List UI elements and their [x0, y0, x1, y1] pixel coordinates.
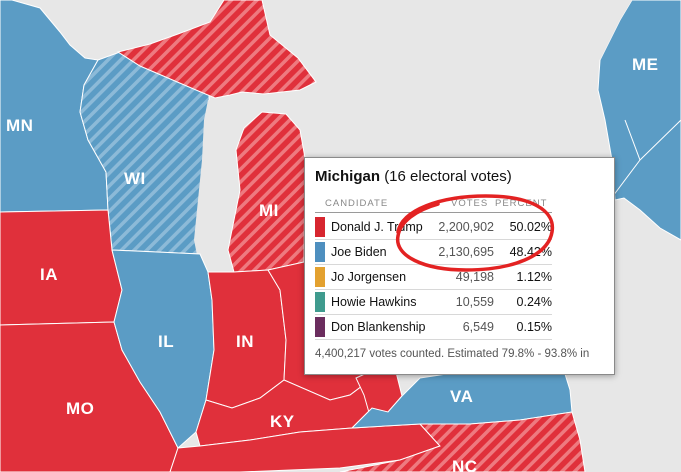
label-wi: WI	[124, 169, 146, 188]
label-mo: MO	[66, 399, 94, 418]
label-mn: MN	[6, 116, 33, 135]
label-ky: KY	[270, 412, 295, 431]
candidate-swatch	[315, 317, 325, 337]
table-row: Jo Jorgensen 49,198 1.12%	[315, 265, 552, 290]
candidate-percent: 0.15%	[516, 320, 552, 334]
candidate-name: Howie Hawkins	[331, 295, 417, 309]
candidate-percent: 50.02%	[509, 220, 552, 234]
results-table-header: CANDIDATE VOTES PERCENT	[315, 198, 552, 213]
candidate-votes: 10,559	[455, 295, 494, 309]
votes-counted-status: 4,400,217 votes counted. Estimated 79.8%…	[315, 348, 590, 360]
label-me: ME	[632, 55, 659, 74]
header-candidate: CANDIDATE	[325, 198, 389, 209]
candidate-name: Joe Biden	[331, 245, 387, 259]
state-mi-up[interactable]	[116, 0, 317, 99]
candidate-name: Donald J. Trump	[331, 220, 423, 234]
state-ia[interactable]	[0, 209, 123, 326]
candidate-percent: 48.42%	[509, 245, 552, 259]
table-row: Don Blankenship 6,549 0.15%	[315, 315, 552, 340]
candidate-votes: 6,549	[462, 320, 494, 334]
label-il: IL	[158, 332, 174, 351]
popup-electoral-votes: (16 electoral votes)	[384, 168, 512, 185]
label-nc: NC	[452, 457, 478, 472]
state-ny-ne[interactable]	[597, 0, 681, 241]
label-ia: IA	[40, 265, 58, 284]
candidate-votes: 49,198	[455, 270, 494, 284]
candidate-percent: 1.12%	[516, 270, 552, 284]
candidate-percent: 0.24%	[516, 295, 552, 309]
header-percent: PERCENT	[495, 198, 548, 209]
label-mi: MI	[259, 201, 279, 220]
label-va: VA	[450, 387, 473, 406]
state-nc[interactable]	[339, 411, 586, 472]
state-results-popup: Michigan (16 electoral votes) CANDIDATE …	[304, 157, 615, 375]
candidate-votes: 2,200,902	[438, 220, 494, 234]
table-row: Howie Hawkins 10,559 0.24%	[315, 290, 552, 315]
popup-title: Michigan (16 electoral votes)	[315, 168, 512, 185]
header-votes: VOTES	[451, 198, 489, 209]
candidate-swatch	[315, 267, 325, 287]
candidate-votes: 2,130,695	[438, 245, 494, 259]
candidate-swatch	[315, 242, 325, 262]
table-row: Joe Biden 2,130,695 48.42%	[315, 240, 552, 265]
candidate-name: Don Blankenship	[331, 320, 426, 334]
candidate-name: Jo Jorgensen	[331, 270, 407, 284]
table-row: Donald J. Trump 2,200,902 50.02%	[315, 215, 552, 240]
popup-state-name: Michigan	[315, 168, 381, 185]
candidate-swatch	[315, 292, 325, 312]
label-in: IN	[236, 332, 254, 351]
candidate-swatch	[315, 217, 325, 237]
